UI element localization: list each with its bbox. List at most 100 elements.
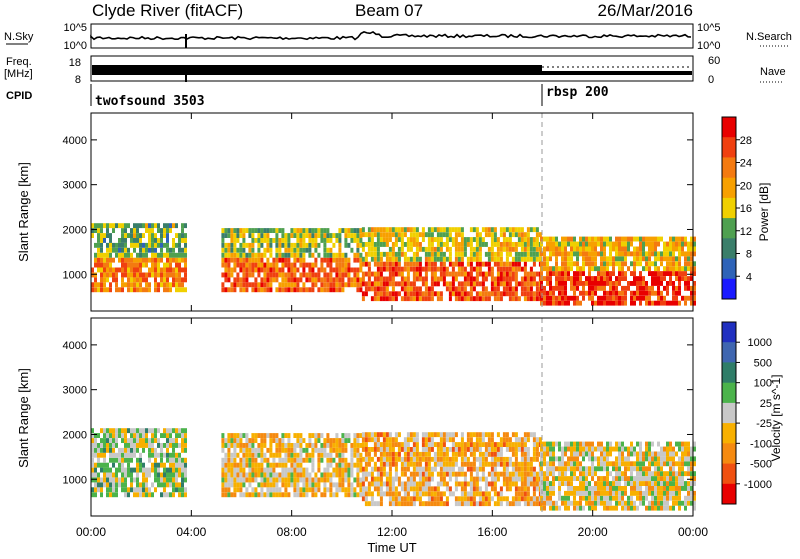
- echo-cell: [663, 295, 666, 301]
- echo-cell: [293, 433, 297, 438]
- echo-cell: [564, 461, 567, 467]
- echo-cell: [245, 443, 249, 448]
- freq-tick-bottom: 8: [75, 74, 81, 86]
- echo-cell: [448, 246, 452, 252]
- echo-cell: [118, 242, 121, 248]
- echo-cell: [266, 433, 270, 438]
- echo-cell: [115, 277, 118, 283]
- echo-cell: [648, 490, 651, 496]
- echo-cell: [532, 281, 536, 287]
- echo-cell: [576, 276, 579, 281]
- echo-cell: [552, 446, 555, 452]
- echo-cell: [630, 295, 633, 301]
- echo-cell: [618, 456, 621, 462]
- echo-cell: [558, 266, 561, 272]
- echo-cell: [236, 262, 240, 268]
- echo-cell: [323, 233, 327, 238]
- echo-cell: [356, 447, 360, 453]
- echo-cell: [350, 277, 354, 283]
- echo-cell: [615, 281, 618, 286]
- echo-cell: [361, 471, 365, 477]
- echo-cell: [112, 438, 115, 443]
- echo-cell: [400, 486, 404, 492]
- echo-cell: [621, 246, 624, 252]
- echo-cell: [412, 471, 416, 477]
- echo-cell: [103, 233, 106, 238]
- echo-cell: [266, 242, 270, 248]
- echo-cell: [415, 456, 419, 462]
- echo-cell: [100, 282, 103, 288]
- echo-cell: [397, 447, 401, 452]
- echo-cell: [181, 482, 184, 488]
- echo-cell: [248, 477, 252, 483]
- echo-cell: [469, 432, 473, 438]
- echo-cell: [257, 482, 261, 488]
- echo-cell: [320, 477, 324, 483]
- echo-cell: [251, 238, 255, 243]
- echo-cell: [618, 236, 621, 242]
- echo-cell: [314, 477, 318, 483]
- echo-cell: [654, 461, 657, 467]
- echo-cell: [347, 462, 351, 468]
- echo-cell: [296, 267, 300, 273]
- echo-cell: [409, 456, 413, 462]
- echo-cell: [603, 466, 606, 472]
- echo-cell: [335, 287, 339, 293]
- echo-cell: [127, 257, 130, 263]
- echo-cell: [430, 491, 434, 497]
- echo-cell: [154, 257, 157, 263]
- echo-cell: [579, 271, 582, 276]
- echo-cell: [338, 482, 342, 488]
- echo-cell: [615, 285, 618, 291]
- echo-cell: [139, 282, 142, 288]
- echo-cell: [585, 451, 588, 457]
- echo-cell: [585, 446, 588, 452]
- echo-cell: [373, 242, 377, 247]
- echo-cell: [421, 466, 425, 472]
- echo-cell: [112, 492, 115, 498]
- echo-cell: [454, 286, 458, 292]
- echo-cell: [523, 451, 527, 457]
- echo-cell: [224, 252, 228, 258]
- echo-cell: [314, 257, 318, 263]
- echo-cell: [582, 266, 585, 272]
- echo-cell: [385, 296, 389, 302]
- echo-cell: [296, 477, 300, 483]
- echo-cell: [97, 457, 100, 463]
- echo-cell: [535, 227, 539, 233]
- echo-cell: [615, 290, 618, 296]
- echo-cell: [529, 296, 533, 302]
- echo-cell: [272, 438, 276, 443]
- echo-cell: [415, 451, 419, 457]
- echo-cell: [666, 471, 669, 477]
- echo-cell: [442, 227, 446, 233]
- echo-cell: [394, 442, 398, 447]
- echo-cell: [508, 501, 512, 507]
- echo-cell: [373, 461, 377, 467]
- echo-cell: [118, 238, 121, 243]
- echo-cell: [178, 257, 181, 263]
- echo-cell: [678, 261, 681, 267]
- echo-cell: [97, 487, 100, 493]
- echo-cell: [230, 282, 234, 288]
- echo-cell: [109, 272, 112, 278]
- echo-cell: [175, 277, 178, 283]
- echo-cell: [585, 471, 588, 477]
- echo-cell: [502, 242, 506, 247]
- echo-cell: [648, 300, 651, 306]
- echo-cell: [275, 477, 279, 483]
- echo-cell: [448, 232, 452, 238]
- echo-cell: [136, 287, 139, 293]
- echo-cell: [412, 451, 416, 457]
- echo-cell: [490, 246, 494, 252]
- echo-cell: [439, 291, 443, 297]
- echo-cell: [520, 237, 524, 242]
- echo-cell: [460, 447, 464, 452]
- echo-cell: [160, 252, 163, 258]
- echo-cell: [540, 466, 543, 472]
- echo-cell: [373, 286, 377, 292]
- echo-cell: [409, 281, 413, 287]
- echo-cell: [397, 281, 401, 287]
- nave-label: Nave: [760, 66, 786, 78]
- echo-cell: [100, 462, 103, 468]
